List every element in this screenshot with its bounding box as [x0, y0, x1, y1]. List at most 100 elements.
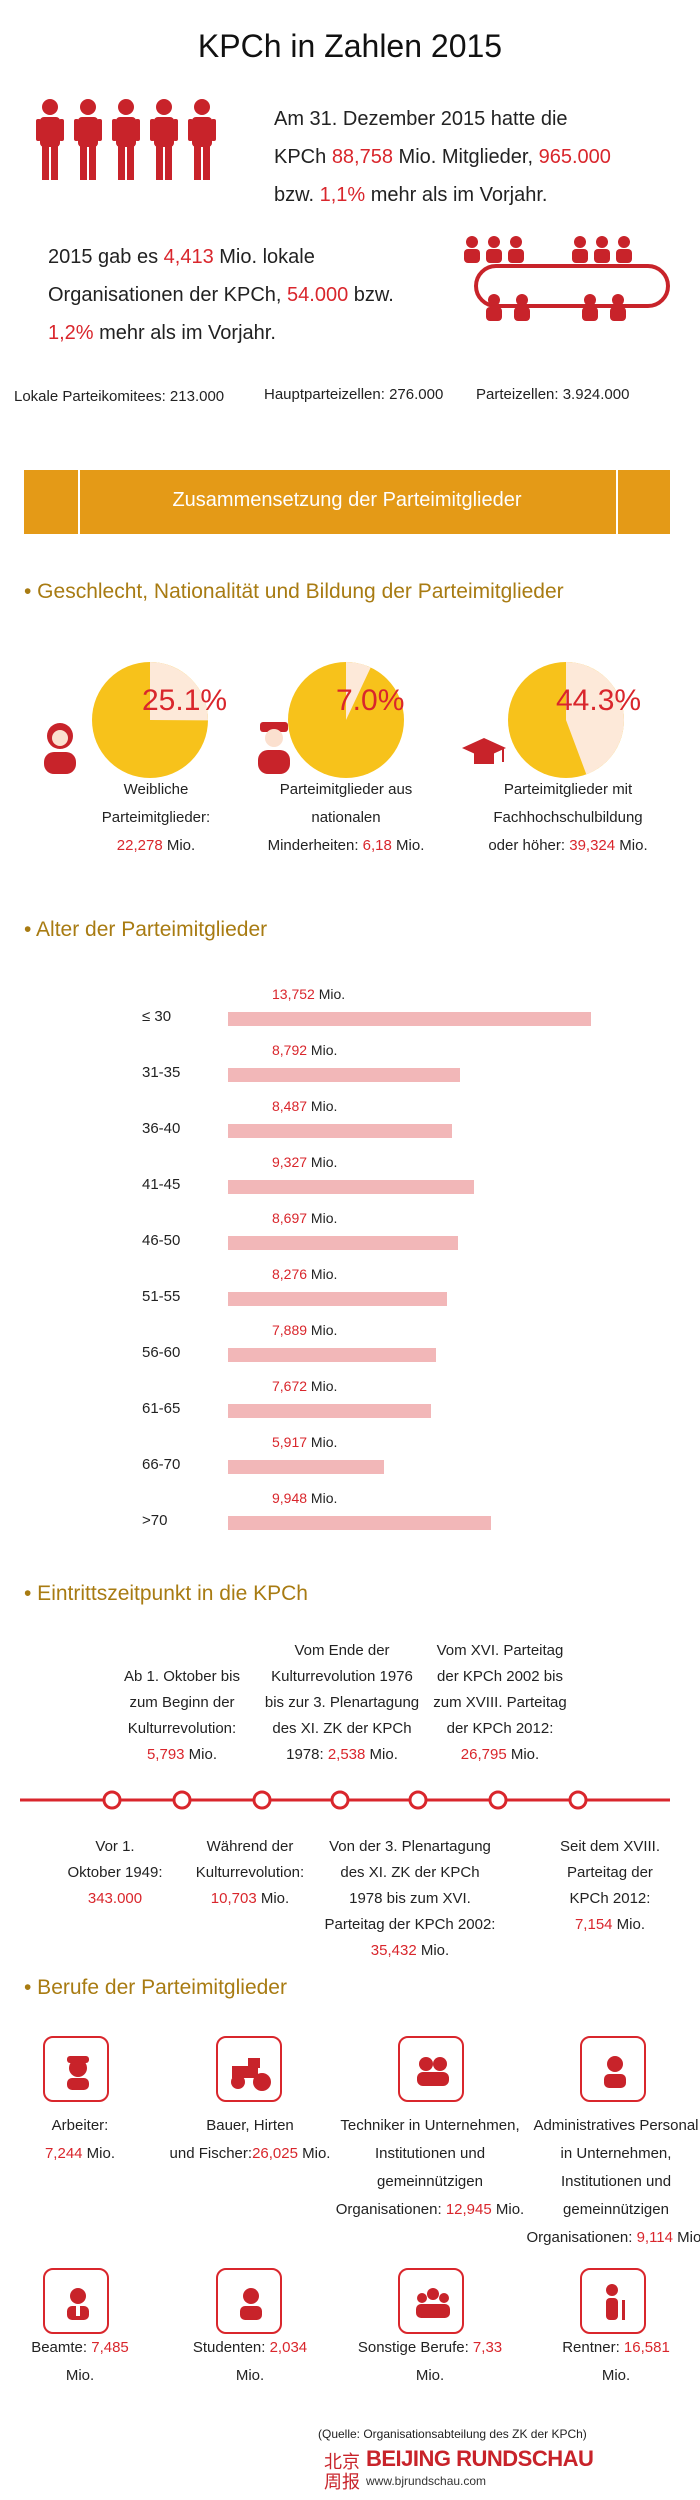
timeline-period-1978-2002: Von der 3. Plenartagung des XI. ZK der KP…	[324, 1838, 496, 1959]
female-pie	[92, 662, 208, 778]
org-prefix: 2015 gab es	[48, 246, 164, 268]
age-value-label: 9,327 Mio.	[272, 1154, 338, 1170]
org-bzw: bzw.	[348, 284, 394, 306]
tractor-icon	[231, 2058, 271, 2091]
age-bar	[228, 1348, 437, 1362]
members-kpch: KPCh	[274, 146, 332, 168]
pie2-line3: Minderheiten:	[267, 837, 363, 854]
timeline-dot-6	[488, 1790, 508, 1810]
age-bar	[228, 1292, 447, 1306]
org-line-2: Organisationen der KPCh,	[48, 284, 288, 306]
members-bzw: bzw.	[274, 184, 320, 206]
section-jobs: • Berufe der Parteimitglieder	[24, 1976, 287, 1999]
org-total: 4,413	[163, 246, 214, 268]
members-suffix: Mio. Mitglieder,	[392, 146, 539, 168]
timeline-period-2002-2012: Vom XVI. Parteitag der KPCh 2002 bis zum X…	[433, 1642, 567, 1763]
pie3-line1: Parteimitglieder mit	[503, 781, 633, 798]
pie-label-2: Parteimitglieder aus nationalen Minderhe…	[236, 776, 456, 860]
graduate-cap-icon	[462, 738, 506, 764]
age-bar	[228, 1236, 458, 1250]
members-text: Am 31. Dezember 2015 hatte die KPCh 88,7…	[274, 100, 611, 214]
timeline-period-since-2012: Seit dem XVIII. Parteitag der KPCh 2012: 7,…	[559, 1838, 661, 1933]
pie1-unit: Mio.	[162, 837, 196, 854]
pie2-line1: Parteimitglieder aus	[279, 781, 413, 798]
timeline-svg	[20, 1790, 670, 1810]
job-label: Rentner: 16,581 Mio.	[562, 2339, 670, 2384]
logo-mark-icon: 北京周报	[324, 2452, 360, 2493]
pie1-value: 22,278	[116, 837, 163, 854]
section-composition: • Geschlecht, Nationalität und Bildung d…	[24, 580, 564, 603]
technicians-icon	[417, 2057, 449, 2086]
age-value-label: 9,948 Mio.	[272, 1490, 338, 1506]
age-category-label: 66-70	[142, 1456, 181, 1473]
age-category-label: 36-40	[142, 1120, 181, 1137]
job-label: Techniker in Unternehmen, Institutionen u…	[335, 2117, 525, 2218]
main-cells-stat: Hauptparteizellen: 276.000	[264, 386, 444, 403]
brand-name: BEIJING RUNDSCHAU	[366, 2446, 594, 2471]
pie-slice	[566, 662, 624, 775]
age-category-label: 31-35	[142, 1064, 181, 1081]
brand-logo: 北京周报	[322, 2448, 362, 2493]
organizations-text: 2015 gab es 4,413 Mio. lokale Organisati…	[48, 238, 394, 352]
section-age: • Alter der Parteimitglieder	[24, 918, 268, 941]
pie1-line2: Parteimitglieder:	[101, 809, 211, 826]
svg-text:周: 周	[324, 2472, 342, 2492]
members-total: 88,758	[331, 146, 393, 168]
timeline-dot-3	[252, 1790, 272, 1810]
age-bar	[228, 1404, 431, 1418]
members-vorjahr: mehr als im Vorjahr.	[365, 184, 548, 206]
age-value-label: 8,697 Mio.	[272, 1210, 338, 1226]
org-increase: 54.000	[287, 284, 349, 306]
cells-stat: Parteizellen: 3.924.000	[476, 386, 630, 403]
job-label: Beamte: 7,485 Mio.	[31, 2339, 129, 2384]
age-category-label: 51-55	[142, 1288, 181, 1305]
members-pct: 1,1%	[319, 184, 366, 206]
members-increase: 965.000	[538, 146, 611, 168]
job-label: Arbeiter: 7,244 Mio.	[44, 2117, 116, 2162]
pie-pct-2: 7.0%	[336, 684, 405, 717]
pie-label-3: Parteimitglieder mit Fachhochschulbildun…	[448, 776, 688, 860]
composition-banner: Zusammensetzung der Parteimitglieder	[24, 470, 670, 534]
pie-slice	[346, 662, 371, 720]
administrator-box	[580, 2036, 646, 2102]
members-line-1: Am 31. Dezember 2015 hatte die	[274, 108, 568, 130]
pie-slice	[150, 662, 208, 721]
student-icon	[240, 2288, 262, 2320]
committees-stat: Lokale Parteikomitees: 213.000	[14, 388, 225, 405]
woman-icon	[44, 723, 76, 774]
banner-title: Zusammensetzung der Parteimitglieder	[172, 489, 522, 511]
timeline-period-cultural-revolution: Während der Kulturrevolution: 10,703 Mio.	[195, 1838, 305, 1907]
age-value-label: 5,917 Mio.	[272, 1434, 338, 1450]
minority-person-icon	[258, 722, 290, 774]
group-icon	[416, 2288, 450, 2318]
official-icon	[67, 2288, 89, 2320]
age-value-label: 8,487 Mio.	[272, 1098, 338, 1114]
org-suffix: Mio. lokale	[213, 246, 315, 268]
minority-pie	[288, 662, 404, 778]
pie-pct-3: 44.3%	[556, 684, 642, 717]
pie2-value: 6,18	[362, 837, 392, 854]
svg-text:北: 北	[324, 2452, 342, 2473]
pie-label-1: Weibliche Parteimitglieder: 22,278 Mio.	[56, 776, 256, 860]
pie3-line2: Fachhochschulbildung	[493, 809, 643, 826]
pie-pct-1: 25.1%	[142, 684, 228, 717]
tractor-box	[216, 2036, 282, 2102]
members-people-icon	[36, 99, 216, 180]
age-bar	[228, 1516, 491, 1530]
age-category-label: 41-45	[142, 1176, 181, 1193]
age-category-label: 56-60	[142, 1344, 181, 1361]
pensioner-box	[580, 2268, 646, 2334]
job-label: Sonstige Berufe: 7,33 Mio.	[357, 2339, 503, 2384]
age-bar	[228, 1012, 592, 1026]
pie1-line1: Weibliche	[123, 781, 189, 798]
student-box	[216, 2268, 282, 2334]
pie3-value: 39,324	[569, 837, 616, 854]
job-label: Studenten: 2,034 Mio.	[192, 2339, 308, 2384]
timeline-dot-5	[408, 1790, 428, 1810]
brand-url: www.bjrundschau.com	[366, 2474, 487, 2488]
age-bar	[228, 1460, 385, 1474]
age-bar	[228, 1068, 461, 1082]
pie2-line2: nationalen	[311, 809, 381, 826]
administrator-icon	[604, 2056, 626, 2088]
age-value-label: 7,889 Mio.	[272, 1322, 338, 1338]
